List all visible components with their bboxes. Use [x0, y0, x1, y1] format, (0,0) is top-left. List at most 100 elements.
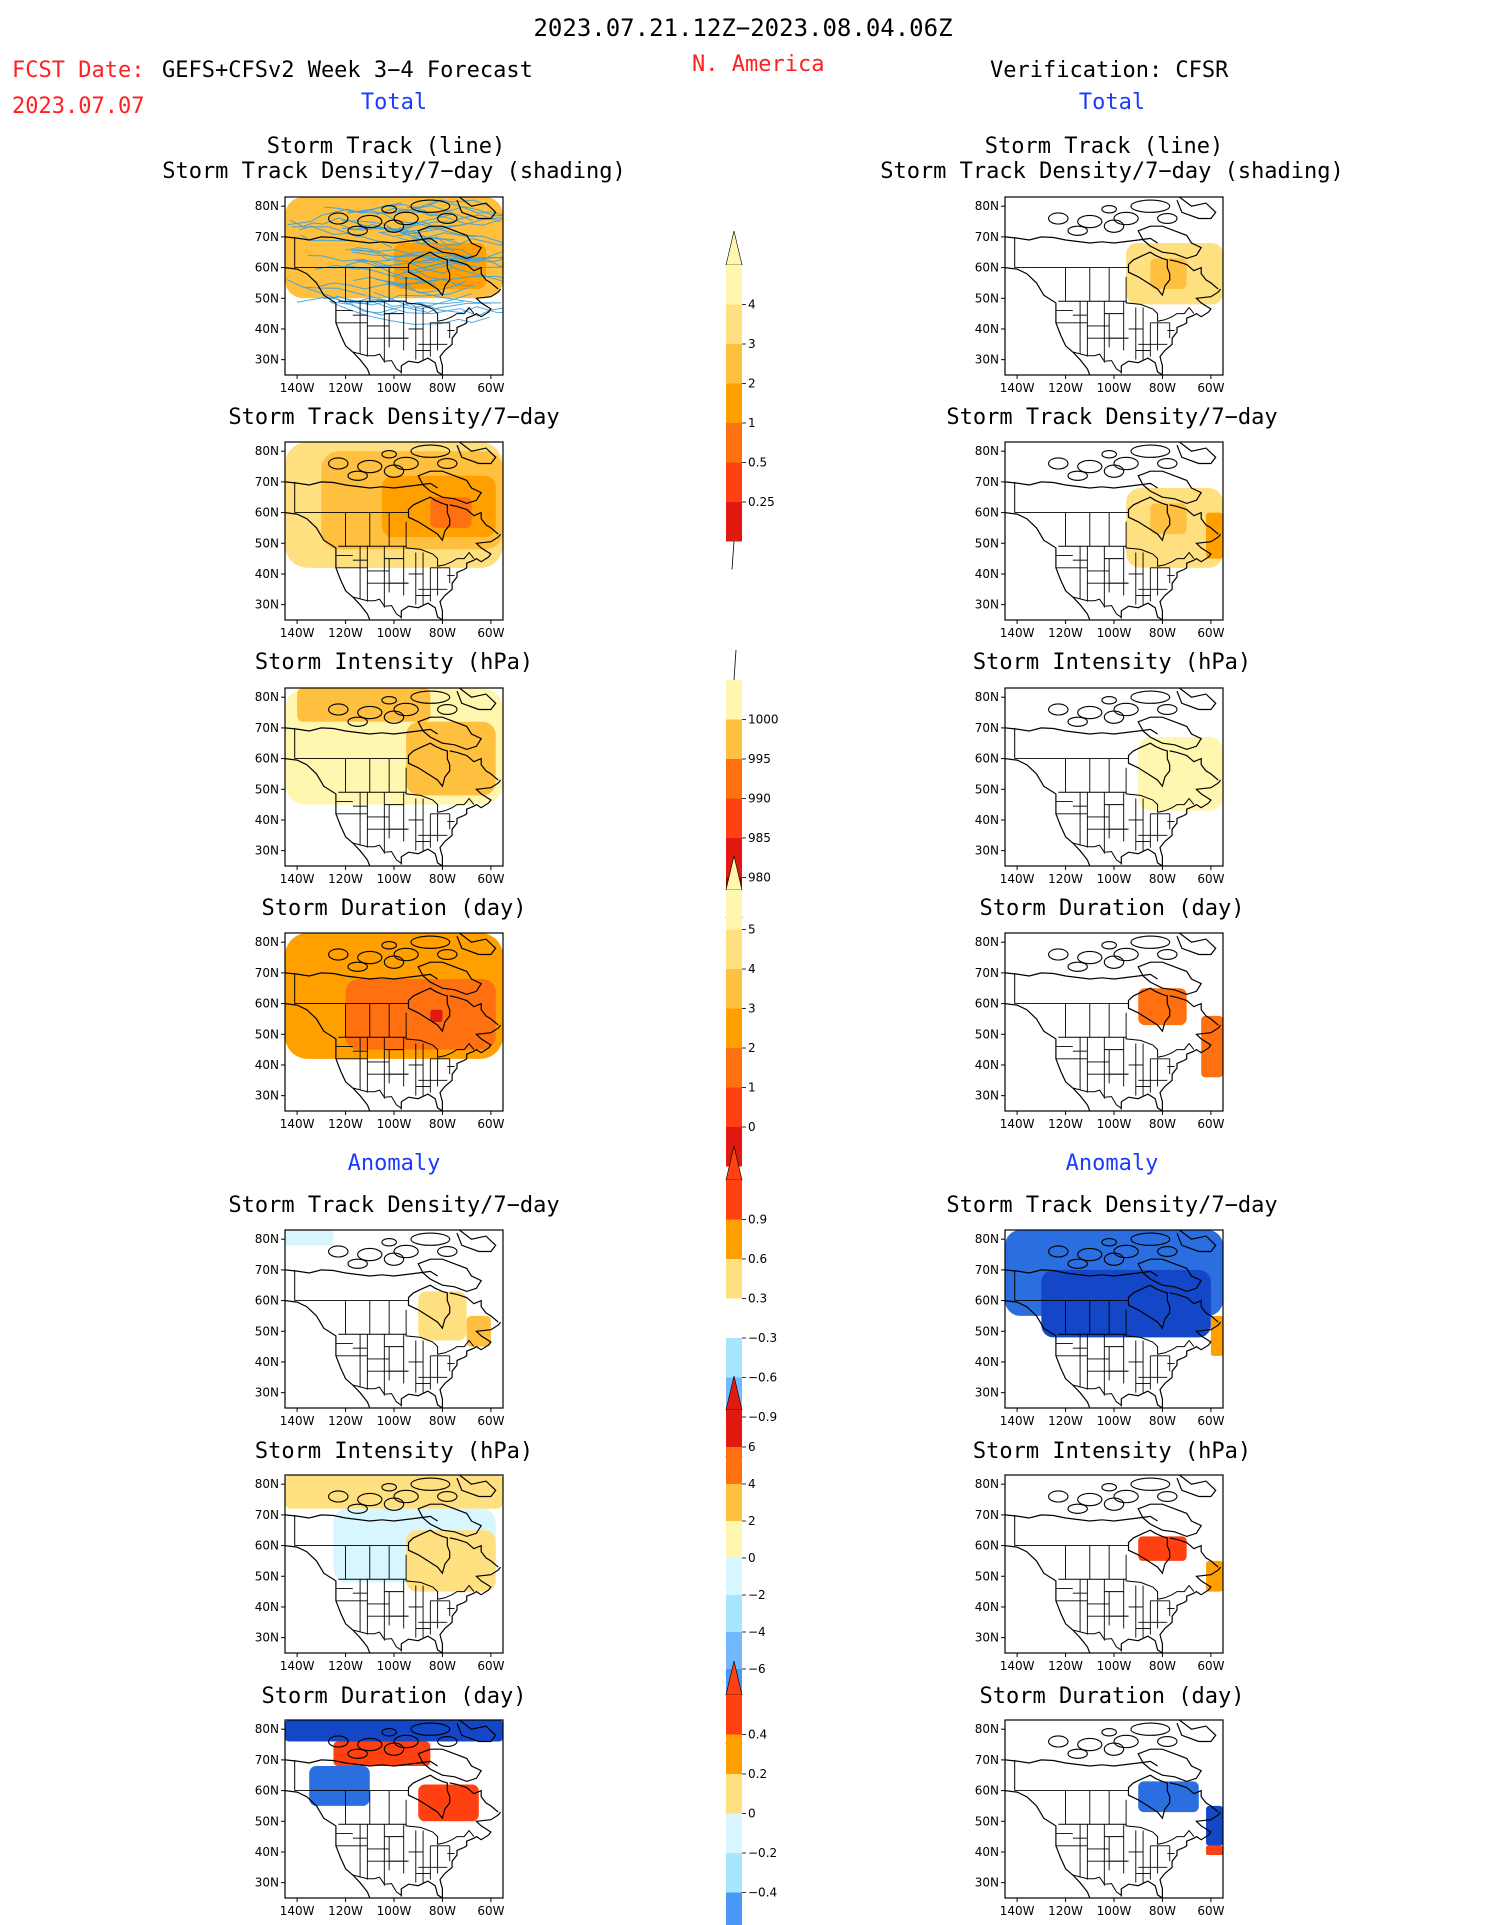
y-tick-label: 30N	[255, 353, 279, 367]
colorbar-density_total: 4 3 2 1 0.5 0.25	[725, 230, 775, 570]
map-outline	[407, 251, 451, 297]
colorbar-swatch	[726, 1259, 742, 1299]
map-outline	[338, 300, 475, 322]
x-tick-label: 120W	[1048, 381, 1083, 395]
shaded-region	[285, 1475, 503, 1509]
colorbar-swatch	[726, 680, 742, 720]
storm-track-line	[291, 226, 393, 248]
y-tick-label: 70N	[975, 1263, 999, 1277]
x-tick-label: 140W	[280, 381, 315, 395]
colorbar-label: 1	[748, 1081, 756, 1095]
map-frame	[284, 1474, 504, 1654]
map-island	[383, 1497, 405, 1511]
shaded-region	[285, 1230, 334, 1246]
colorbar-label: 0.2	[748, 1767, 767, 1781]
colorbar-swatch	[726, 969, 742, 1009]
shaded-region	[309, 1766, 370, 1806]
y-tick-label: 30N	[255, 598, 279, 612]
total-label-right: Total	[1078, 90, 1146, 115]
colorbar-label: 985	[748, 831, 771, 845]
storm-track-line	[407, 200, 503, 216]
map-outline	[1176, 1230, 1217, 1253]
map-island	[393, 1734, 419, 1749]
colorbar-swatch	[726, 1558, 742, 1595]
map-island	[1048, 948, 1069, 961]
y-tick-label: 30N	[255, 1089, 279, 1103]
map-outline	[1169, 1292, 1219, 1323]
map-outline	[1005, 1759, 1158, 1767]
y-tick-label: 50N	[255, 1324, 279, 1338]
map-outline	[407, 1284, 451, 1330]
map-outline	[285, 727, 438, 735]
map-outline	[1005, 758, 1091, 866]
map-island	[437, 213, 458, 224]
storm-track-line	[329, 287, 468, 305]
y-tick-label: 80N	[975, 935, 999, 949]
map-outline	[1176, 1475, 1217, 1498]
shaded-region	[394, 243, 487, 290]
map-island	[1101, 1238, 1117, 1247]
map-island	[381, 1483, 397, 1492]
storm-track-line	[391, 260, 503, 277]
colorbar-label: 990	[748, 792, 771, 806]
x-tick-label: 80W	[1149, 1117, 1176, 1131]
map-outline	[1120, 1321, 1222, 1408]
map-outline	[338, 1333, 475, 1355]
colorbar-label: 5	[748, 923, 756, 937]
y-tick-label: 70N	[255, 230, 279, 244]
map-island	[437, 1246, 458, 1257]
storm-track-line	[298, 225, 360, 238]
map-outline	[338, 1578, 475, 1600]
storm-track-line	[341, 222, 477, 237]
map-outline	[1058, 1823, 1195, 1845]
panel-title-fcst-density: Storm Track Density/7−day	[228, 405, 560, 430]
y-tick-label: 30N	[255, 844, 279, 858]
x-tick-label: 100W	[1097, 381, 1132, 395]
map-island	[357, 1492, 383, 1507]
map-island	[1077, 950, 1103, 965]
y-tick-label: 60N	[255, 997, 279, 1011]
map-island	[328, 457, 349, 470]
map-outline	[449, 1292, 499, 1323]
colorbar-intensity_anom: 6 4 2 0 −2 −4 −6	[725, 1375, 766, 1778]
shaded-region	[381, 475, 496, 538]
map-outline	[1176, 688, 1217, 711]
colorbar-label: 4	[748, 298, 756, 312]
map-island	[1157, 704, 1178, 715]
map-outline	[1137, 1748, 1203, 1783]
map-island	[383, 219, 405, 233]
colorbar-swatch	[726, 502, 742, 542]
y-tick-label: 50N	[255, 536, 279, 550]
x-tick-label: 60W	[477, 1904, 504, 1918]
colorbar-swatch	[726, 1632, 742, 1669]
y-tick-label: 30N	[975, 1876, 999, 1890]
map-outline	[407, 496, 451, 542]
x-tick-label: 80W	[1149, 1904, 1176, 1918]
storm-track-line	[372, 301, 503, 317]
map-outline	[1137, 1258, 1203, 1293]
x-tick-label: 120W	[328, 1904, 363, 1918]
y-tick-label: 60N	[255, 506, 279, 520]
colorbar-arrow-down	[725, 1742, 743, 1778]
map-island	[1067, 1258, 1088, 1269]
map-outline	[338, 791, 475, 813]
map-outline	[1169, 995, 1219, 1026]
map-outline	[456, 442, 497, 465]
map-island	[1130, 444, 1171, 458]
panel-title-fcst-duration-anom: Storm Duration (day)	[261, 1684, 527, 1709]
map-outline	[449, 259, 499, 290]
region-title: N. America	[692, 52, 825, 77]
shaded-region	[345, 979, 496, 1050]
y-tick-label: 70N	[255, 1753, 279, 1767]
colorbar-swatch	[726, 877, 742, 917]
map-island	[1067, 470, 1088, 481]
panel-title-cfsr-intensity: Storm Intensity (hPa)	[972, 650, 1252, 675]
map-island	[381, 941, 397, 950]
x-tick-label: 140W	[280, 626, 315, 640]
map-frame	[1004, 441, 1224, 621]
storm-track-line	[421, 199, 489, 207]
map-outline	[352, 1384, 402, 1406]
